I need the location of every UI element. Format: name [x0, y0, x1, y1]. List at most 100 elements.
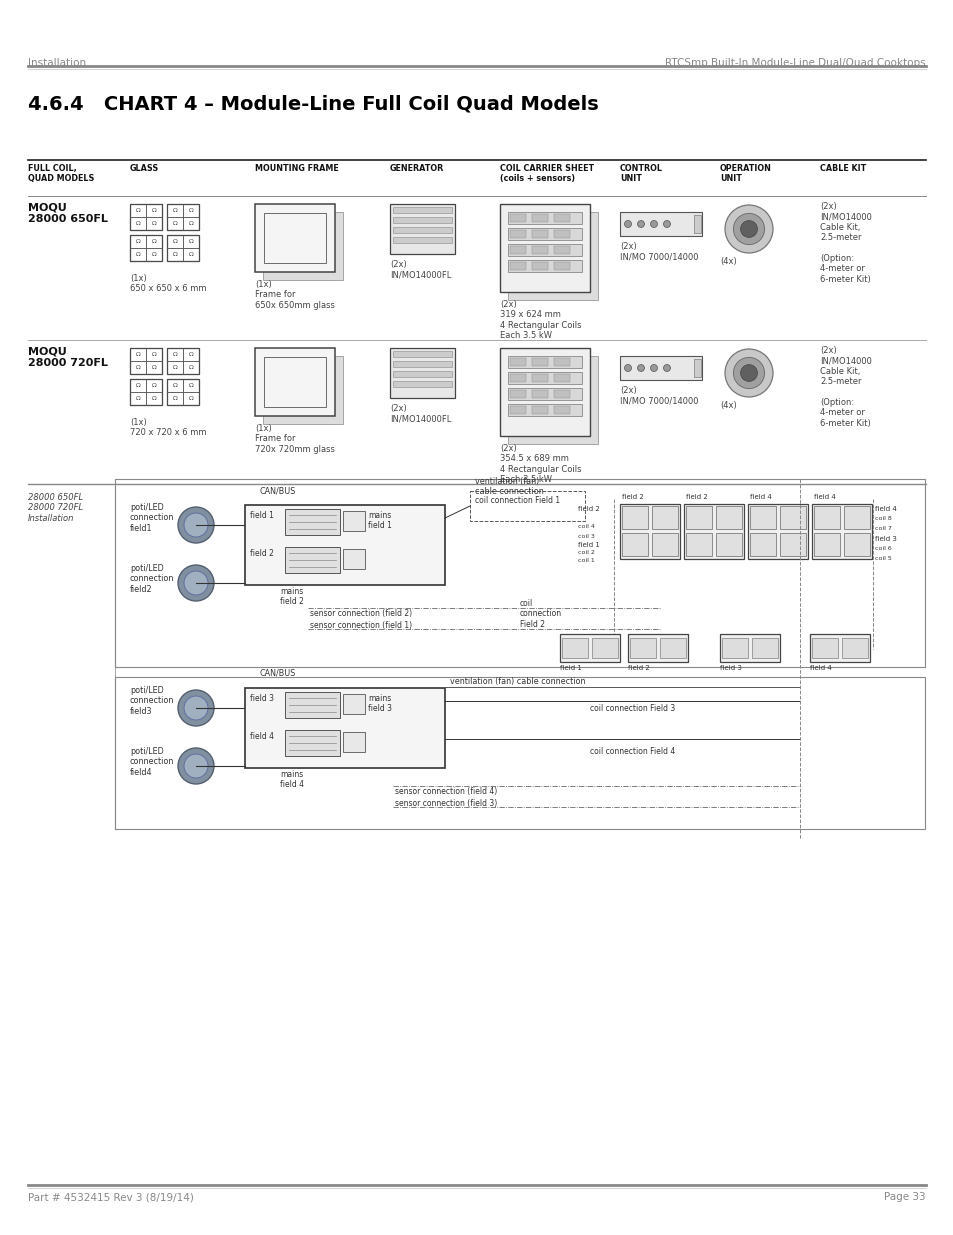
Bar	[554, 230, 569, 238]
Bar	[146, 204, 162, 217]
Text: (1x)
Frame for
650x 650mm glass: (1x) Frame for 650x 650mm glass	[254, 280, 335, 310]
Text: Ω: Ω	[152, 383, 156, 388]
Circle shape	[624, 221, 631, 227]
Text: (Option:
4-meter or
6-meter Kit): (Option: 4-meter or 6-meter Kit)	[820, 254, 870, 284]
Bar	[390, 204, 455, 254]
Text: field 4: field 4	[813, 494, 835, 500]
Text: (4x): (4x)	[720, 257, 736, 266]
Text: field 2: field 2	[627, 664, 649, 671]
Text: 4.6.4   CHART 4 – Module-Line Full Coil Quad Models: 4.6.4 CHART 4 – Module-Line Full Coil Qu…	[28, 95, 598, 114]
Bar	[167, 379, 183, 391]
Text: coil 2: coil 2	[578, 550, 595, 555]
Bar	[813, 534, 840, 556]
Text: coil 7: coil 7	[874, 526, 891, 531]
Bar	[532, 214, 547, 222]
Text: (2x)
354.5 x 689 mm
4 Rectangular Coils
Each 3.5 kW: (2x) 354.5 x 689 mm 4 Rectangular Coils …	[499, 445, 581, 484]
Text: coil 8: coil 8	[874, 516, 891, 521]
Bar	[619, 504, 679, 559]
Text: CABLE KIT: CABLE KIT	[820, 164, 865, 173]
Bar	[285, 509, 339, 535]
Bar	[499, 204, 589, 291]
Bar	[167, 235, 199, 261]
Text: poti/LED
connection
field4: poti/LED connection field4	[130, 747, 174, 777]
Bar	[254, 348, 335, 416]
Bar	[393, 382, 452, 387]
Text: coil 6: coil 6	[874, 546, 891, 551]
Bar	[507, 245, 581, 256]
Bar	[749, 534, 775, 556]
Text: GENERATOR: GENERATOR	[390, 164, 444, 173]
Text: 28000 650FL
28000 720FL
Installation: 28000 650FL 28000 720FL Installation	[28, 493, 83, 522]
Text: MOQU
28000 720FL: MOQU 28000 720FL	[28, 346, 108, 368]
Bar	[245, 688, 444, 768]
Bar	[183, 235, 199, 248]
Text: Ω: Ω	[152, 396, 156, 401]
Bar	[146, 348, 162, 361]
Text: field 2: field 2	[685, 494, 707, 500]
Circle shape	[637, 221, 644, 227]
Bar	[507, 212, 598, 300]
Text: Ω: Ω	[189, 383, 193, 388]
Text: field 2: field 2	[250, 550, 274, 558]
Bar	[561, 638, 587, 658]
Bar	[130, 217, 146, 230]
Bar	[470, 492, 584, 521]
Bar	[146, 217, 162, 230]
Text: mains
field 1: mains field 1	[368, 511, 392, 530]
Bar	[843, 506, 869, 529]
Text: Ω: Ω	[135, 383, 140, 388]
Circle shape	[184, 513, 208, 537]
Text: Ω: Ω	[135, 252, 140, 257]
Text: (1x)
720 x 720 x 6 mm: (1x) 720 x 720 x 6 mm	[130, 417, 206, 437]
Text: RTCSmp Built-In Module-Line Dual/Quad Cooktops: RTCSmp Built-In Module-Line Dual/Quad Co…	[664, 58, 925, 68]
Bar	[393, 227, 452, 233]
Text: GLASS: GLASS	[130, 164, 159, 173]
Bar	[716, 534, 741, 556]
Bar	[621, 506, 647, 529]
Bar	[130, 235, 162, 261]
Bar	[811, 504, 871, 559]
Text: OPERATION
UNIT: OPERATION UNIT	[720, 164, 771, 184]
Circle shape	[178, 508, 213, 543]
Text: coil 5: coil 5	[874, 556, 891, 561]
Text: mains
field 3: mains field 3	[368, 694, 392, 714]
Bar	[809, 634, 869, 662]
Circle shape	[662, 221, 670, 227]
Circle shape	[724, 350, 772, 396]
Bar	[130, 348, 146, 361]
Bar	[780, 534, 805, 556]
Bar	[343, 511, 365, 531]
Bar	[167, 348, 183, 361]
Bar	[554, 214, 569, 222]
Circle shape	[184, 755, 208, 778]
Bar	[343, 694, 365, 714]
Bar	[627, 634, 687, 662]
Bar	[393, 361, 452, 367]
Bar	[554, 406, 569, 414]
Text: Ω: Ω	[189, 240, 193, 245]
Bar	[507, 388, 581, 400]
Text: field 4: field 4	[749, 494, 771, 500]
Circle shape	[178, 748, 213, 784]
Bar	[685, 506, 711, 529]
Text: Ω: Ω	[189, 352, 193, 357]
Bar	[841, 638, 867, 658]
Bar	[619, 212, 701, 236]
Text: field 4: field 4	[874, 506, 896, 513]
Text: ventilation (fan) cable connection: ventilation (fan) cable connection	[450, 677, 585, 685]
Bar	[510, 358, 525, 366]
Bar	[130, 248, 146, 261]
Bar	[843, 534, 869, 556]
Text: (2x)
319 x 624 mm
4 Rectangular Coils
Each 3.5 kW: (2x) 319 x 624 mm 4 Rectangular Coils Ea…	[499, 300, 581, 340]
Bar	[393, 237, 452, 243]
Bar	[146, 391, 162, 405]
Bar	[183, 391, 199, 405]
Bar	[343, 732, 365, 752]
Text: field 1: field 1	[250, 511, 274, 520]
Text: Ω: Ω	[189, 366, 193, 370]
Bar	[254, 204, 335, 272]
Text: sensor connection (field 2): sensor connection (field 2)	[310, 609, 412, 618]
Bar	[393, 217, 452, 224]
Text: poti/LED
connection
field1: poti/LED connection field1	[130, 503, 174, 532]
Text: (2x)
IN/MO 7000/14000: (2x) IN/MO 7000/14000	[619, 387, 698, 405]
